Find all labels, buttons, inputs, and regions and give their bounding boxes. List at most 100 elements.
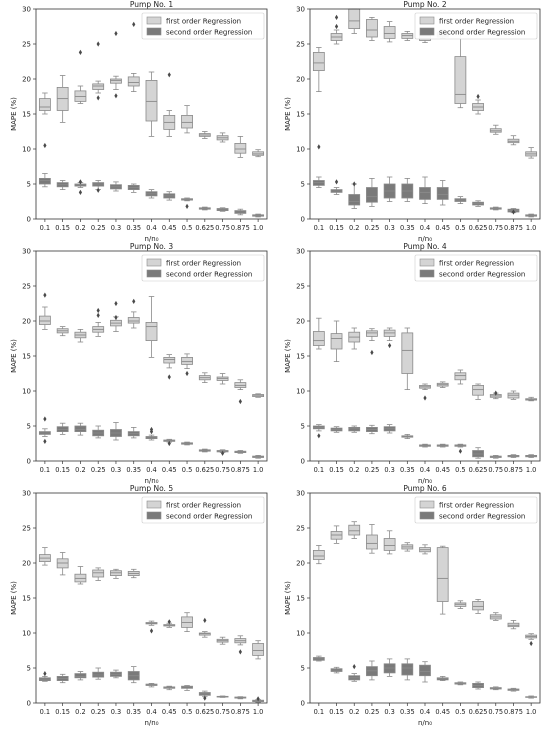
box xyxy=(234,142,247,154)
x-tick-label: 0.75 xyxy=(488,466,503,474)
outlier-point xyxy=(132,21,136,27)
y-tick-label: 5 xyxy=(27,423,31,431)
box xyxy=(38,315,51,325)
x-tick-label: 0.5 xyxy=(182,708,193,716)
chart-pump-5: Pump No. 5 0 5 10 15 20 25 30 MAPE (%) 0.1 0.15 0.2… xyxy=(10,484,268,727)
legend-label: first order Regression xyxy=(439,17,514,25)
x-tick-label: 0.625 xyxy=(469,224,488,232)
outlier-point xyxy=(114,93,118,99)
legend-swatch xyxy=(146,16,162,25)
x-tick-label: 0.75 xyxy=(488,224,503,232)
x-tick-label: 0.4 xyxy=(420,224,431,232)
y-tick-label: 30 xyxy=(296,490,305,498)
legend-swatch xyxy=(146,269,162,278)
y-tick-label: 25 xyxy=(22,41,31,49)
y-tick-label: 20 xyxy=(22,318,31,326)
x-axis-label: n/n₀ xyxy=(144,477,158,485)
box xyxy=(419,187,431,200)
x-tick-label: 0.2 xyxy=(349,466,360,474)
series-first-order xyxy=(312,521,538,647)
box xyxy=(252,643,265,656)
box xyxy=(348,8,361,30)
x-tick-label: 0.5 xyxy=(455,708,466,716)
outlier-point xyxy=(458,448,462,454)
x-tick-label: 0.4 xyxy=(420,708,431,716)
x-tick-label: 0.1 xyxy=(40,224,51,232)
y-tick-label: 30 xyxy=(296,6,305,14)
legend-swatch xyxy=(419,258,435,267)
x-tick-label: 0.25 xyxy=(91,224,106,232)
y-tick-label: 25 xyxy=(22,283,31,291)
y-tick-label: 5 xyxy=(27,665,31,673)
outlier-point xyxy=(317,144,321,150)
box xyxy=(366,19,378,38)
x-tick-label: 0.45 xyxy=(162,224,177,232)
x-tick-label: 0.4 xyxy=(420,466,431,474)
y-axis-label: MAPE (%) xyxy=(284,97,292,131)
legend-frame xyxy=(141,496,265,524)
y-tick-label: 5 xyxy=(301,181,305,189)
x-tick-label: 0.1 xyxy=(40,466,51,474)
box xyxy=(312,331,325,346)
x-tick-label: 0.875 xyxy=(504,224,523,232)
box xyxy=(74,425,87,432)
y-tick-label: 0 xyxy=(27,216,31,224)
outlier-point xyxy=(132,298,136,304)
x-tick-label: 0.15 xyxy=(329,708,344,716)
x-tick-label: 0.875 xyxy=(231,466,250,474)
x-tick-label: 0.35 xyxy=(126,708,141,716)
legend-swatch xyxy=(146,27,162,36)
y-axis-label: MAPE (%) xyxy=(10,581,18,615)
y-tick-label: 0 xyxy=(301,216,305,224)
y-tick-label: 20 xyxy=(296,76,305,84)
box xyxy=(38,98,51,111)
y-axis-label: MAPE (%) xyxy=(10,339,18,373)
box xyxy=(436,547,449,602)
x-tick-label: 0.625 xyxy=(195,466,214,474)
series-first-order xyxy=(38,21,265,158)
x-tick-label: 0.1 xyxy=(314,708,325,716)
box xyxy=(454,56,467,104)
outlier-point xyxy=(494,390,498,396)
y-axis-label: MAPE (%) xyxy=(10,97,18,131)
outlier-point xyxy=(388,342,392,349)
x-tick-label: 1.0 xyxy=(253,224,264,232)
x-tick-label: 0.625 xyxy=(195,224,214,232)
series-first-order xyxy=(38,547,265,660)
outlier-point xyxy=(167,440,171,447)
legend: first order Regression second order Regre… xyxy=(414,254,538,282)
box xyxy=(74,673,87,679)
box xyxy=(145,321,158,341)
outlier-point xyxy=(78,49,83,55)
x-tick-label: 0.25 xyxy=(365,708,380,716)
x-tick-label: 0.3 xyxy=(111,224,122,232)
x-tick-label: 1.0 xyxy=(526,466,537,474)
outlier-point xyxy=(114,30,118,37)
x-tick-label: 0.4 xyxy=(146,224,157,232)
outlier-point xyxy=(352,181,356,187)
legend-frame xyxy=(414,12,538,40)
legend-frame xyxy=(141,12,265,40)
legend: first order Regression second order Regre… xyxy=(141,254,265,282)
box xyxy=(127,76,140,87)
x-tick-label: 0.45 xyxy=(162,708,177,716)
outlier-point xyxy=(114,314,118,321)
outlier-point xyxy=(96,312,100,318)
outlier-point xyxy=(334,14,339,20)
outlier-point xyxy=(78,189,83,195)
outlier-point xyxy=(167,374,171,380)
y-tick-label: 20 xyxy=(296,560,305,568)
y-axis-label: MAPE (%) xyxy=(284,581,292,615)
y-tick-label: 15 xyxy=(22,111,31,119)
x-axis-label: n/n₀ xyxy=(144,235,158,243)
box xyxy=(472,384,484,396)
chart-pump-3: Pump No. 3 0 5 10 15 20 25 30 MAPE (%) 0.1 0.15 0.2… xyxy=(10,242,268,485)
x-tick-label: 1.0 xyxy=(253,466,264,474)
outlier-point xyxy=(203,617,207,623)
x-tick-label: 0.5 xyxy=(455,224,466,232)
box xyxy=(366,187,378,203)
chart-title: Pump No. 5 xyxy=(130,484,173,493)
y-tick-label: 30 xyxy=(22,248,31,256)
outlier-point xyxy=(352,664,356,670)
x-tick-label: 0.15 xyxy=(329,466,344,474)
